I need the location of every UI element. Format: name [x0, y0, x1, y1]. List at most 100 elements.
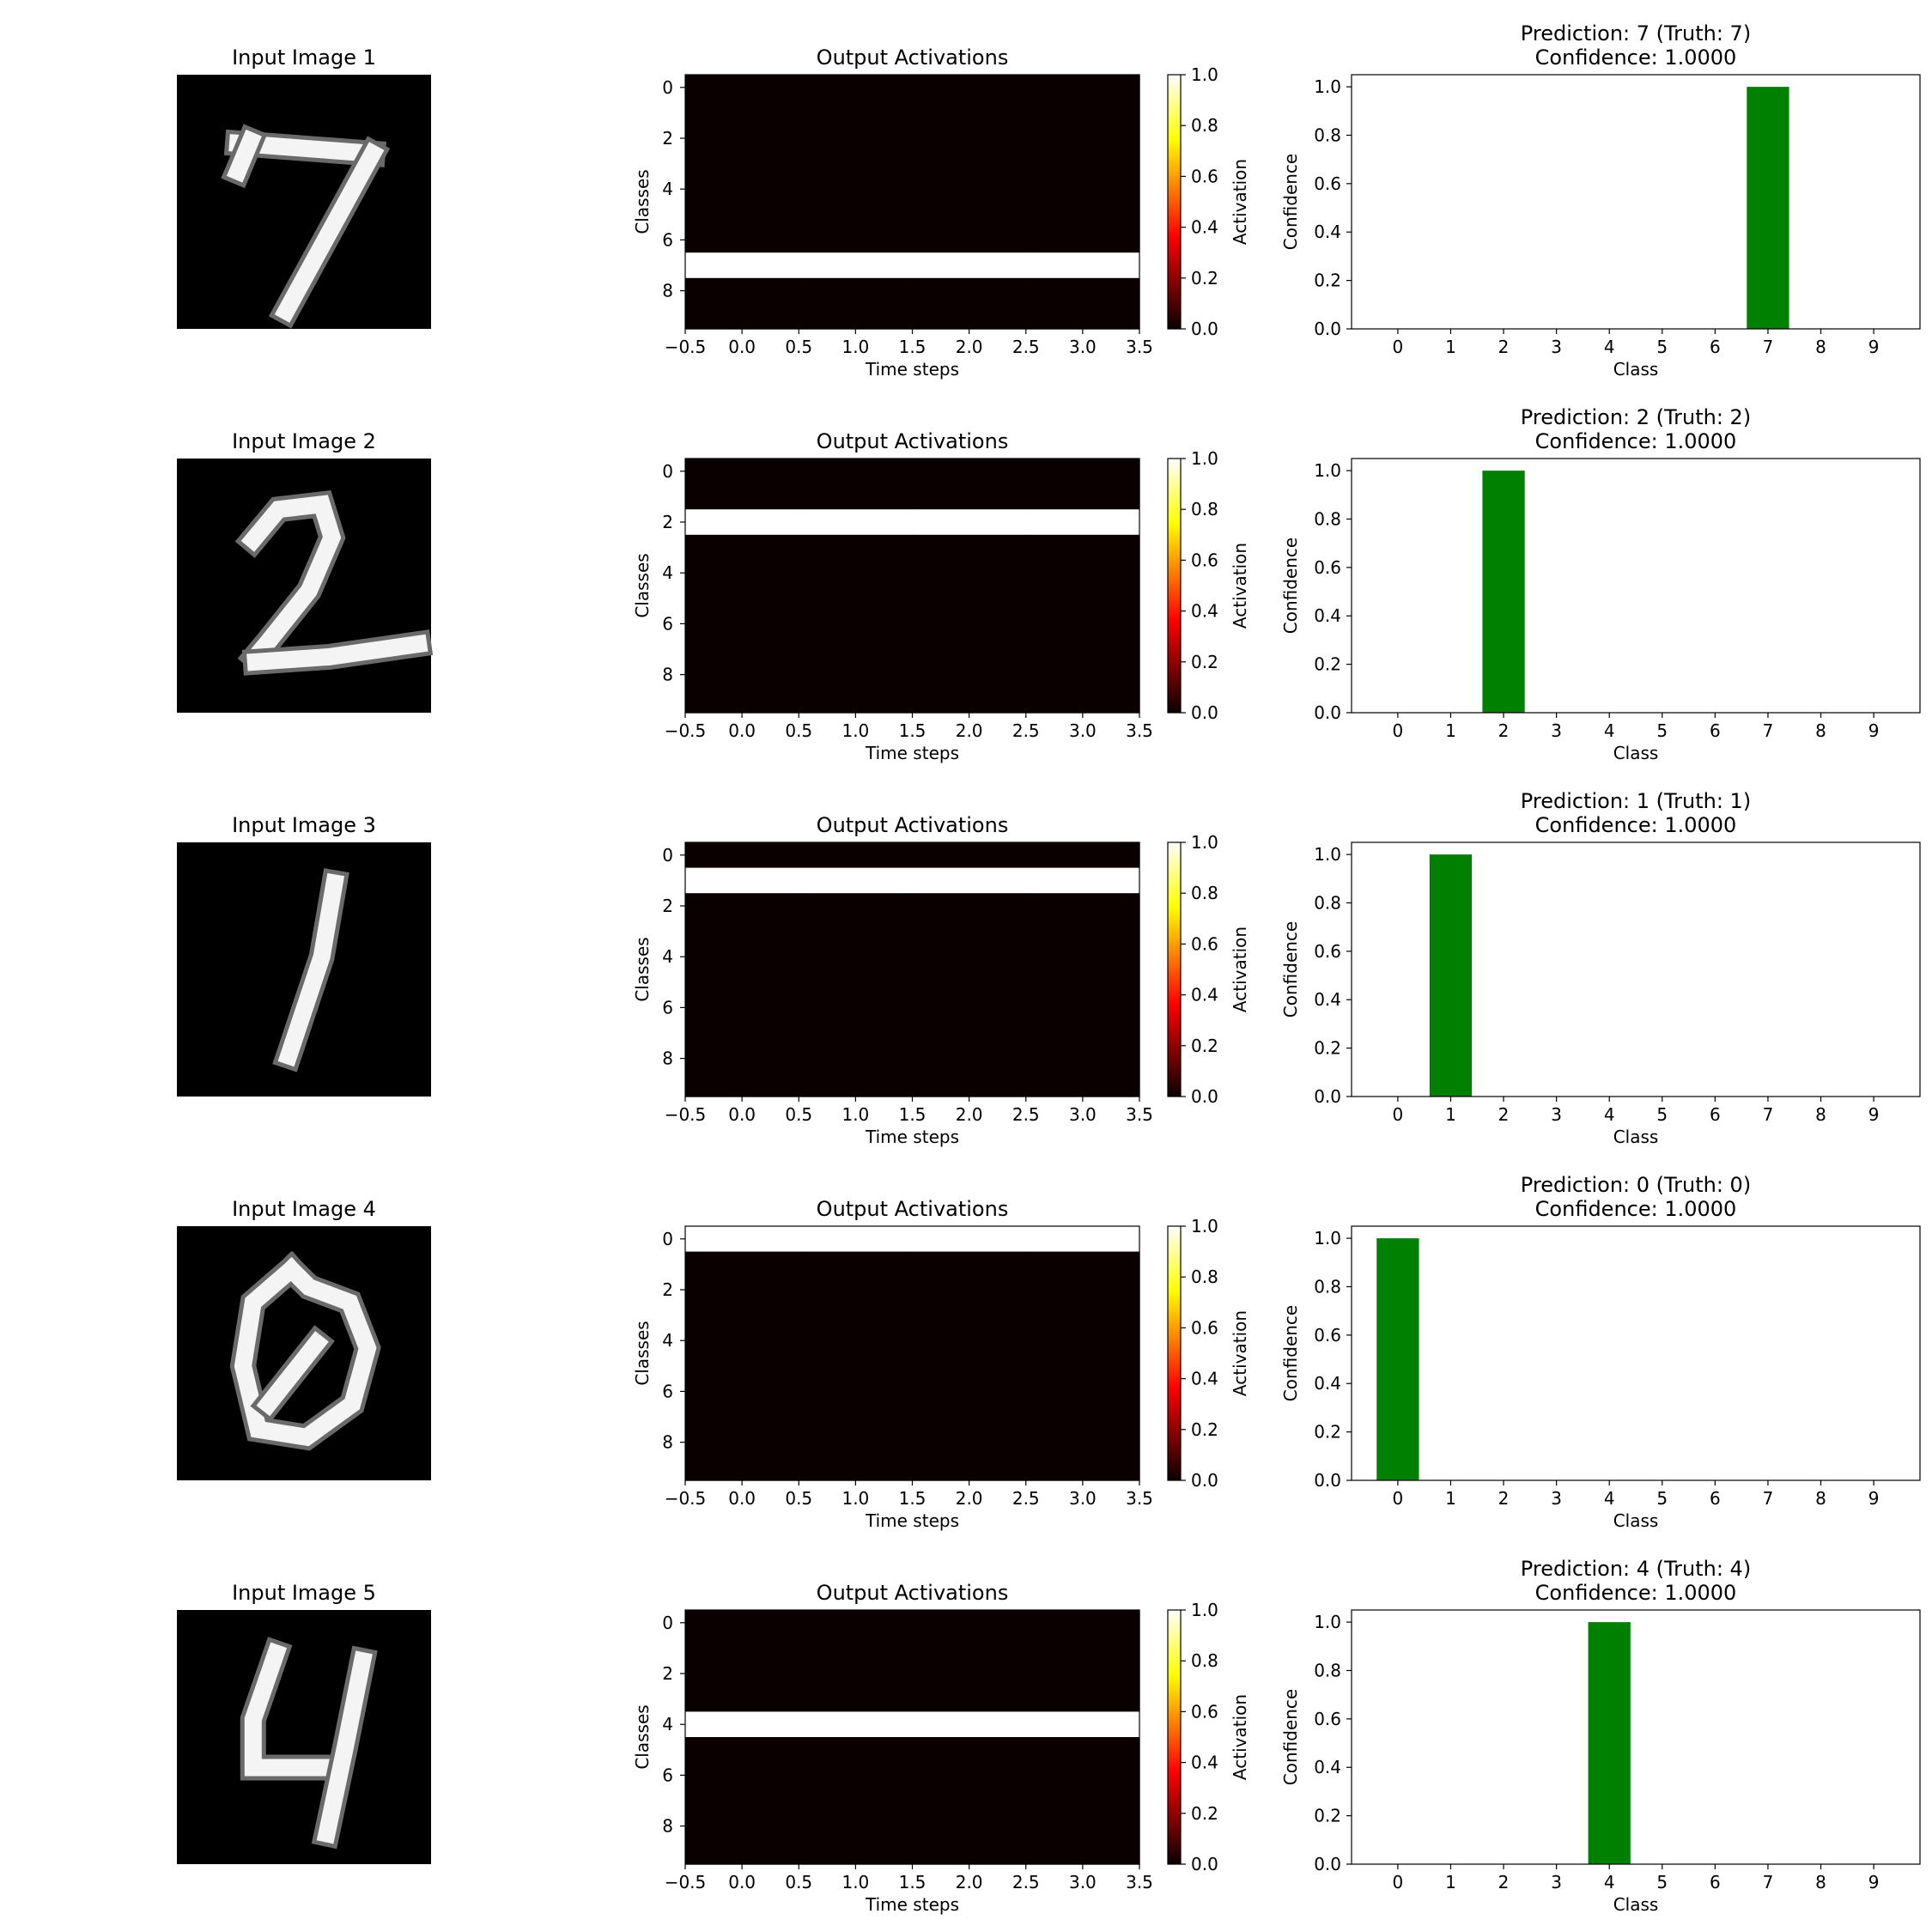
bar-y-tick-label: 0.6 — [1314, 1325, 1341, 1346]
bar-y-axis-label: Confidence — [1280, 538, 1301, 634]
heatmap-cell-class-1-t3 — [1025, 1251, 1140, 1278]
heatmap-y-tick-label: 0 — [662, 77, 673, 98]
heatmap-cell-class-1-t1 — [799, 100, 914, 126]
digit-0-strokes — [229, 1251, 381, 1451]
heatmap-cell-class-8-t3 — [1025, 1045, 1140, 1072]
heatmap-cell-class-2-t2 — [912, 1661, 1027, 1687]
heatmap-cell-class-0-t0 — [685, 1610, 799, 1637]
heatmap-cell-class-1-t3 — [1025, 100, 1140, 126]
heatmap-cell-class-7-t3 — [1025, 252, 1140, 279]
heatmap-title: Output Activations — [817, 429, 1009, 453]
digit-1-strokes — [272, 868, 349, 1072]
heatmap-cell-class-7-t1 — [799, 1404, 914, 1431]
heatmap-cell-class-4-t2 — [912, 1711, 1027, 1738]
digit-stroke — [244, 1642, 331, 1777]
heatmap-y-tick-label: 0 — [662, 461, 673, 482]
heatmap-y-tick-label: 8 — [662, 1432, 673, 1453]
bar-x-tick-label: 4 — [1604, 720, 1615, 741]
heatmap-cell-class-3-t2 — [912, 1686, 1027, 1712]
heatmap-cell-class-0-t3 — [1025, 459, 1140, 485]
heatmap-cell-class-5-t1 — [799, 202, 914, 228]
heatmap-y-tick-label: 4 — [662, 1330, 673, 1351]
digit-stroke — [277, 872, 345, 1067]
colorbar-tick-label: 0.2 — [1191, 1036, 1218, 1056]
heatmap-cell-class-3-t0 — [685, 1686, 799, 1712]
heatmap-cell-class-4-t0 — [685, 1327, 799, 1354]
colorbar-tick-label: 0.8 — [1191, 499, 1218, 519]
heatmap-cell-class-0-t0 — [685, 1226, 799, 1253]
bar-y-tick-label: 0.0 — [1314, 1854, 1341, 1874]
heatmap-x-axis-label: Time steps — [865, 1510, 959, 1531]
heatmap-cell-class-2-t1 — [799, 509, 914, 536]
heatmap-y-tick-label: 2 — [662, 1663, 673, 1684]
heatmap-cell-class-8-t2 — [912, 277, 1027, 304]
heatmap-cell-class-9-t2 — [912, 687, 1027, 714]
bar-x-tick-label: 6 — [1710, 720, 1721, 741]
digit-stroke — [226, 129, 262, 183]
heatmap-cell-class-8-t3 — [1025, 1813, 1140, 1839]
bar-x-axis-label: Class — [1613, 1510, 1659, 1531]
heatmap-x-tick-label: 3.5 — [1126, 720, 1153, 741]
heatmap-y-tick-label: 6 — [662, 1381, 673, 1401]
heatmap-cell-class-2-t0 — [685, 1277, 799, 1303]
heatmap-y-tick-label: 4 — [662, 1714, 673, 1735]
heatmap-cell-class-2-t2 — [912, 1277, 1027, 1303]
digit-image-background — [177, 1610, 431, 1864]
heatmap-x-tick-label: 3.0 — [1069, 720, 1097, 741]
heatmap-x-tick-label: 3.5 — [1126, 1488, 1153, 1509]
heatmap-x-tick-label: −0.5 — [665, 337, 707, 357]
heatmap-cell-class-5-t2 — [912, 202, 1027, 228]
heatmap-cell-class-9-t2 — [912, 303, 1027, 330]
heatmap-x-tick-label: 0.0 — [728, 1488, 756, 1509]
heatmap-cell-class-3-t0 — [685, 534, 799, 561]
heatmap-cell-class-6-t3 — [1025, 1762, 1140, 1789]
bar-y-tick-label: 0.8 — [1314, 508, 1341, 529]
heatmap-cell-class-3-t1 — [799, 1686, 914, 1712]
heatmap-x-tick-label: 3.5 — [1126, 1872, 1153, 1893]
bar-y-tick-label: 0.8 — [1314, 125, 1341, 145]
heatmap-x-tick-label: 0.0 — [728, 1872, 756, 1893]
heatmap-cell-class-2-t3 — [1025, 1277, 1140, 1303]
heatmap-cell-class-6-t0 — [685, 227, 799, 253]
heatmap-cell-class-0-t1 — [799, 1226, 914, 1253]
heatmap-cell-class-3-t3 — [1025, 150, 1140, 177]
bar-x-tick-label: 3 — [1551, 720, 1562, 741]
heatmap-cell-class-0-t2 — [912, 75, 1027, 101]
colorbar-tick-label: 0.8 — [1191, 883, 1218, 903]
confidence-title: Confidence: 1.0000 — [1535, 1197, 1737, 1221]
colorbar-tick-label: 0.2 — [1191, 268, 1218, 289]
bar-frame — [1351, 458, 1921, 714]
bar-y-tick-label: 0.6 — [1314, 173, 1341, 194]
digit-stroke — [240, 495, 342, 669]
heatmap-cell-class-7-t3 — [1025, 1020, 1140, 1047]
bar-y-tick-label: 0.2 — [1314, 654, 1341, 675]
heatmap-cell-class-5-t3 — [1025, 1353, 1140, 1380]
colorbar-tick-label: 0.0 — [1191, 1470, 1218, 1491]
bar-frame — [1351, 841, 1921, 1097]
heatmap-x-tick-label: 2.0 — [956, 337, 983, 357]
prediction-title: Prediction: 4 (Truth: 4) — [1521, 1557, 1751, 1581]
heatmap-cell-class-6-t2 — [912, 994, 1027, 1021]
heatmap-cell-class-4-t1 — [799, 176, 914, 203]
bar-x-tick-label: 7 — [1763, 1104, 1774, 1125]
bar-x-tick-label: 7 — [1763, 337, 1774, 357]
heatmap-cell-class-3-t3 — [1025, 1302, 1140, 1328]
heatmap-cell-class-8-t0 — [685, 277, 799, 304]
heatmap-cells — [685, 75, 1140, 330]
heatmap-x-tick-label: 1.0 — [841, 1104, 869, 1125]
heatmap-x-axis-label: Time steps — [865, 743, 959, 763]
heatmap-cell-class-2-t3 — [1025, 125, 1140, 152]
heatmap-cell-class-2-t3 — [1025, 509, 1140, 536]
heatmap-y-axis-label: Classes — [632, 937, 653, 1001]
colorbar-tick-label: 1.0 — [1191, 1216, 1218, 1236]
heatmap-y-tick-label: 6 — [662, 229, 673, 250]
heatmap-cell-class-5-t2 — [912, 969, 1027, 996]
heatmap-cell-class-9-t0 — [685, 1455, 799, 1481]
bar-x-tick-label: 7 — [1763, 720, 1774, 741]
heatmap-cell-class-7-t3 — [1025, 636, 1140, 663]
heatmap-y-tick-label: 6 — [662, 997, 673, 1018]
heatmap-cell-class-7-t1 — [799, 636, 914, 663]
bar-x-tick-label: 1 — [1445, 337, 1456, 357]
bar-x-tick-label: 1 — [1445, 1488, 1456, 1509]
heatmap-cell-class-1-t0 — [685, 483, 799, 510]
